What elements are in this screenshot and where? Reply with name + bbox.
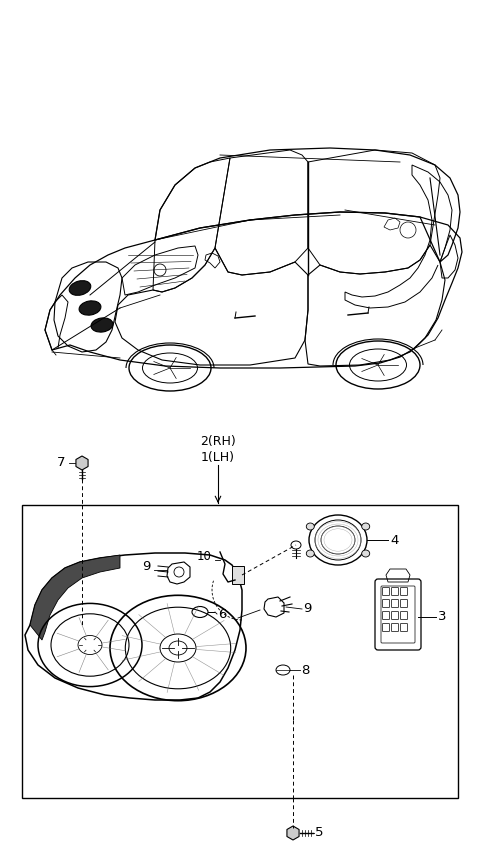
Text: 4: 4: [390, 534, 398, 547]
Ellipse shape: [69, 280, 91, 295]
Ellipse shape: [306, 523, 314, 530]
Ellipse shape: [91, 318, 113, 332]
Polygon shape: [76, 456, 88, 470]
Text: 1(LH): 1(LH): [201, 451, 235, 464]
Text: 3: 3: [438, 611, 446, 624]
Text: 5: 5: [315, 826, 324, 840]
Ellipse shape: [79, 301, 101, 315]
Polygon shape: [30, 555, 120, 640]
Polygon shape: [287, 826, 299, 840]
Text: 7: 7: [57, 457, 65, 470]
Text: 2(RH): 2(RH): [200, 435, 236, 448]
Ellipse shape: [362, 550, 370, 557]
Text: 9: 9: [142, 561, 150, 573]
Text: 6: 6: [218, 607, 227, 620]
Ellipse shape: [362, 523, 370, 530]
Text: 9: 9: [303, 603, 312, 616]
Bar: [232, 566, 244, 584]
Bar: [22, 505, 458, 798]
Text: 8: 8: [301, 663, 310, 676]
Ellipse shape: [306, 550, 314, 557]
Text: 10: 10: [197, 550, 212, 563]
